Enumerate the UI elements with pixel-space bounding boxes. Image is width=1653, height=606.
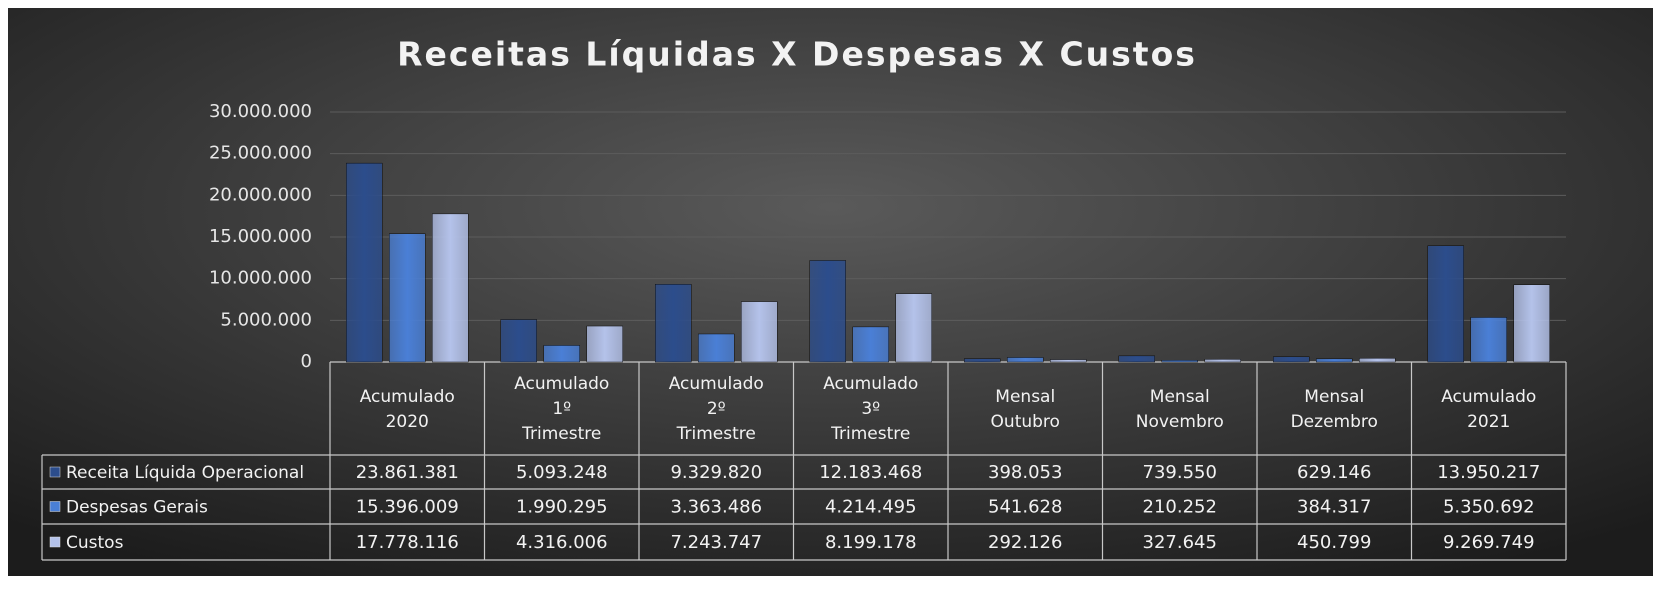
data-label: 1.990.295	[516, 497, 608, 518]
data-label: 15.396.009	[356, 497, 459, 518]
y-tick-label: 25.000.000	[209, 143, 312, 164]
y-tick-label: 15.000.000	[209, 226, 312, 247]
bar	[1007, 357, 1044, 363]
y-tick-label: 5.000.000	[220, 309, 312, 330]
data-label: 292.126	[988, 532, 1062, 553]
x-tick-label: Mensal Outubro	[990, 386, 1060, 432]
bar	[1427, 245, 1464, 363]
cell: Mensal Novembro	[1103, 366, 1258, 453]
bar	[698, 333, 735, 363]
data-label: 210.252	[1143, 497, 1217, 518]
bar	[852, 326, 889, 363]
bar	[655, 284, 692, 363]
legend-label: Custos	[66, 533, 124, 553]
bar	[586, 325, 623, 363]
bar	[1513, 284, 1550, 363]
chart-title: Receitas Líquidas X Despesas X Custos	[397, 35, 1197, 74]
cell: Mensal Outubro	[948, 366, 1103, 453]
x-tick-label: Mensal Dezembro	[1290, 386, 1378, 432]
bar	[1161, 359, 1198, 363]
bar	[964, 358, 1001, 363]
bar	[741, 301, 778, 363]
x-tick-label-box: Acumulado 2020	[330, 366, 485, 453]
x-tick-label-box: Mensal Novembro	[1103, 366, 1258, 453]
data-label: 398.053	[988, 462, 1062, 483]
bar	[1359, 357, 1396, 363]
x-tick-label-box: Acumulado 2021	[1412, 366, 1567, 453]
x-tick-label-box: Mensal Dezembro	[1257, 366, 1412, 453]
data-label: 12.183.468	[819, 462, 922, 483]
x-tick-label: Acumulado 2021	[1441, 386, 1537, 432]
bar	[1118, 355, 1155, 363]
data-label: 5.093.248	[516, 462, 608, 483]
legend-marker	[49, 501, 61, 512]
data-label: 13.950.217	[1437, 462, 1540, 483]
x-tick-label: Acumulado 2º Trimestre	[668, 374, 764, 444]
data-label: 9.329.820	[670, 462, 762, 483]
data-label: 4.214.495	[825, 497, 917, 518]
data-label: 739.550	[1143, 462, 1217, 483]
x-tick-label-box: Acumulado 2º Trimestre	[639, 366, 794, 453]
x-tick-label-box: Mensal Outubro	[948, 366, 1103, 453]
cell: Acumulado 1º Trimestre	[485, 366, 640, 453]
y-tick-label: 10.000.000	[209, 268, 312, 289]
cell: Mensal Dezembro	[1257, 366, 1412, 453]
y-tick-label: 0	[301, 351, 312, 372]
data-label: 629.146	[1297, 462, 1371, 483]
bar	[389, 233, 426, 363]
data-label: 541.628	[988, 497, 1062, 518]
data-label: 8.199.178	[825, 532, 917, 553]
bar	[432, 213, 469, 363]
bar	[1470, 317, 1507, 363]
data-label: 450.799	[1297, 532, 1371, 553]
x-tick-label: Acumulado 1º Trimestre	[514, 374, 610, 444]
y-tick-label: 30.000.000	[209, 101, 312, 122]
data-label: 23.861.381	[356, 462, 459, 483]
x-tick-label-box: Acumulado 1º Trimestre	[485, 366, 640, 453]
data-label: 384.317	[1297, 497, 1371, 518]
bar	[1050, 359, 1087, 363]
cell: Acumulado 3º Trimestre	[794, 366, 949, 453]
cell: Acumulado 2º Trimestre	[639, 366, 794, 453]
legend-label: Despesas Gerais	[66, 498, 208, 518]
bar	[1316, 358, 1353, 363]
bar	[1204, 359, 1241, 363]
legend-marker	[49, 466, 61, 478]
data-label: 7.243.747	[670, 532, 762, 553]
x-tick-label: Acumulado 2020	[359, 386, 455, 432]
legend-marker	[49, 536, 61, 548]
legend-label: Receita Líquida Operacional	[66, 463, 304, 483]
cell: Acumulado 2020	[330, 366, 485, 453]
bar	[346, 162, 383, 363]
bar	[895, 293, 932, 363]
cell: Acumulado 2021	[1412, 366, 1567, 453]
bar	[500, 319, 537, 363]
data-label: 4.316.006	[516, 532, 608, 553]
data-label: 9.269.749	[1443, 532, 1535, 553]
y-tick-label: 20.000.000	[209, 184, 312, 205]
data-label: 3.363.486	[670, 497, 762, 518]
bar	[809, 260, 846, 363]
data-label: 17.778.116	[356, 532, 459, 553]
bar	[1273, 356, 1310, 363]
data-label: 5.350.692	[1443, 497, 1535, 518]
bar	[543, 345, 580, 363]
data-label: 327.645	[1143, 532, 1217, 553]
x-tick-label: Acumulado 3º Trimestre	[823, 374, 919, 444]
x-tick-label-box: Acumulado 3º Trimestre	[794, 366, 949, 453]
x-tick-label: Mensal Novembro	[1135, 386, 1224, 432]
